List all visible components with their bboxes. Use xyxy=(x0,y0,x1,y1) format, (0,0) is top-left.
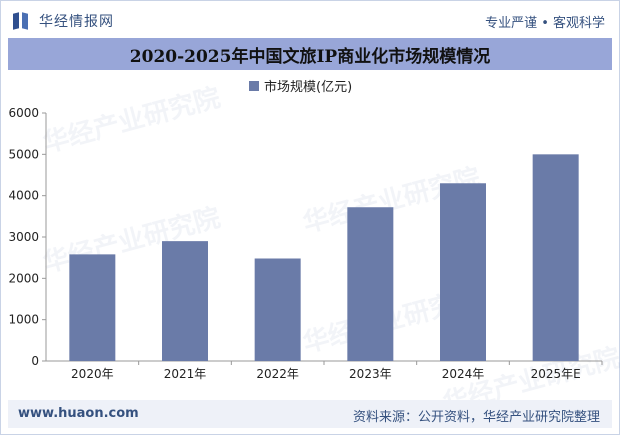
legend-label: 市场规模(亿元) xyxy=(264,79,352,95)
tagline: 专业严谨 • 客观科学 xyxy=(485,16,605,31)
y-tick-label: 6000 xyxy=(8,106,39,120)
x-tick-label: 2021年 xyxy=(164,367,207,381)
brand[interactable]: 华经情报网 xyxy=(13,11,114,31)
y-tick-label: 2000 xyxy=(8,271,39,285)
legend-swatch xyxy=(249,81,259,91)
x-tick-label: 2024年 xyxy=(442,367,485,381)
x-tick-label: 2023年 xyxy=(349,367,392,381)
bar[interactable] xyxy=(254,258,301,361)
chart-svg: 市场规模(亿元) 0 1000 2000 3000 4000 5000 6000 2020年 20… xyxy=(8,79,603,381)
y-tick-label: 3000 xyxy=(8,230,39,244)
site-url[interactable]: www.huaon.com xyxy=(18,406,139,421)
x-tick-label: 2025年E xyxy=(531,367,581,381)
data-source: 资料来源：公开资料，华经产业研究院整理 xyxy=(352,410,600,425)
y-tick-label: 5000 xyxy=(8,147,39,161)
title-bar: 2020-2025年中国文旅IP商业化市场规模情况 xyxy=(8,38,612,70)
bar-chart: 市场规模(亿元) 0 1000 2000 3000 4000 5000 6000 2020年 20… xyxy=(0,70,620,400)
bar[interactable] xyxy=(69,254,116,361)
top-bar: 华经情报网 专业严谨 • 客观科学 xyxy=(1,1,619,37)
footer-bar: www.huaon.com 资料来源：公开资料，华经产业研究院整理 xyxy=(8,400,612,428)
y-tick-label: 1000 xyxy=(8,313,39,327)
bar[interactable] xyxy=(347,207,394,361)
y-tick-label: 4000 xyxy=(8,189,39,203)
brand-name: 华经情报网 xyxy=(39,14,114,30)
bar[interactable] xyxy=(532,154,579,361)
y-tick-label: 0 xyxy=(31,354,39,368)
chart-title: 2020-2025年中国文旅IP商业化市场规模情况 xyxy=(129,46,491,67)
x-tick-label: 2020年 xyxy=(71,367,114,381)
bar[interactable] xyxy=(162,241,208,361)
x-tick-label: 2022年 xyxy=(256,367,299,381)
huajing-logo-icon xyxy=(13,12,33,30)
bar[interactable] xyxy=(440,183,486,361)
